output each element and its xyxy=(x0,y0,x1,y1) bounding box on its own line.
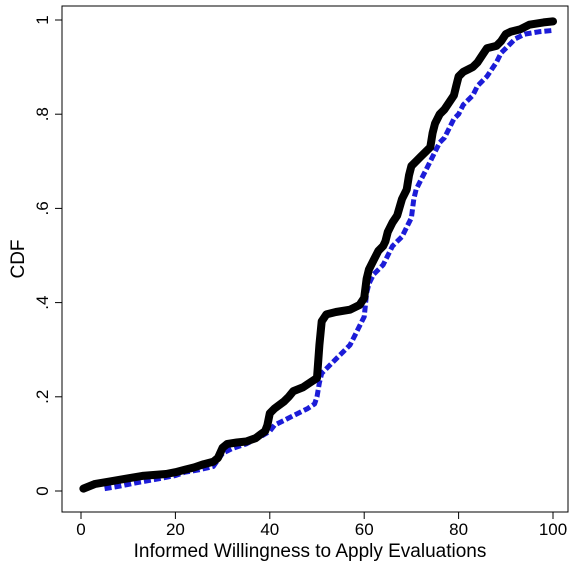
x-axis: 0 20 40 60 80 100 xyxy=(62,511,568,539)
x-tick-label: 0 xyxy=(76,520,85,539)
y-tick-label: .6 xyxy=(33,201,52,215)
series-line-solid xyxy=(79,17,557,493)
y-tick-label: .8 xyxy=(33,107,52,121)
x-tick-label: 100 xyxy=(539,520,567,539)
x-tick-label: 40 xyxy=(260,520,279,539)
x-tick-label: 20 xyxy=(166,520,185,539)
x-axis-title: Informed Willingness to Apply Evaluation… xyxy=(134,541,487,562)
x-tick-label: 60 xyxy=(355,520,374,539)
y-tick-label: 0 xyxy=(33,486,52,495)
y-tick-label: .2 xyxy=(33,390,52,404)
series-layer xyxy=(79,17,557,493)
y-tick-label: .4 xyxy=(33,296,52,310)
y-axis-title: CDF xyxy=(8,239,29,278)
y-tick-label: 1 xyxy=(33,15,52,24)
plot-frame xyxy=(61,5,569,513)
x-tick-label: 80 xyxy=(449,520,468,539)
series-line-dashed xyxy=(104,27,554,492)
y-axis: 0 .2 .4 .6 .8 1 xyxy=(33,6,63,512)
